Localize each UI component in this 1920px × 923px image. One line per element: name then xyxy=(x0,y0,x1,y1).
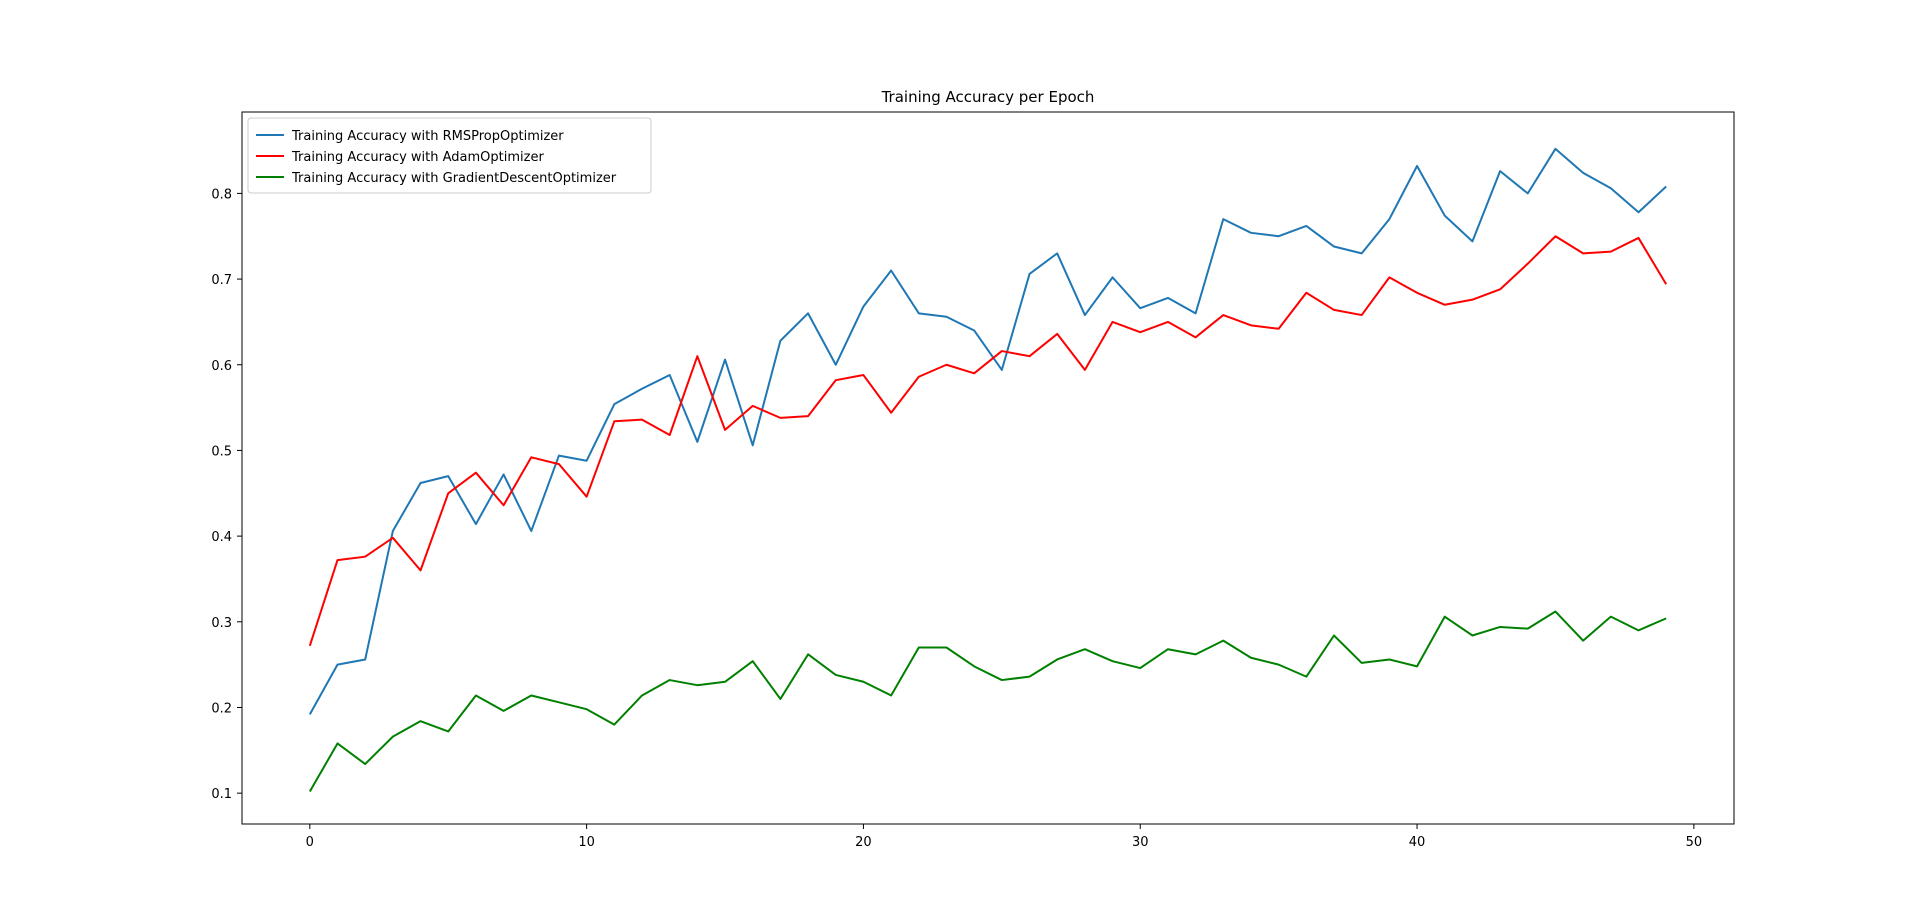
x-tick-label: 30 xyxy=(1132,835,1149,850)
series-layer xyxy=(308,147,1668,792)
y-tick-label: 0.8 xyxy=(211,187,232,202)
x-tick-label: 0 xyxy=(306,835,314,850)
y-tick-label: 0.3 xyxy=(211,616,232,631)
chart-title: Training Accuracy per Epoch xyxy=(881,88,1095,106)
legend-label-0: Training Accuracy with RMSPropOptimizer xyxy=(291,129,564,144)
series-line-1 xyxy=(308,235,1668,647)
y-tick-label: 0.1 xyxy=(211,787,232,802)
y-tick-label: 0.4 xyxy=(211,530,232,545)
x-tick-label: 20 xyxy=(855,835,872,850)
legend: Training Accuracy with RMSPropOptimizer T… xyxy=(247,117,652,194)
y-axis: 0.1 0.2 0.3 0.4 0.5 0.6 0.7 0.8 xyxy=(211,187,242,802)
legend-label-1: Training Accuracy with AdamOptimizer xyxy=(291,150,544,165)
legend-label-2: Training Accuracy with GradientDescentOp… xyxy=(291,171,617,186)
y-tick-label: 0.7 xyxy=(211,273,232,288)
plot-frame xyxy=(241,111,1735,825)
y-tick-label: 0.2 xyxy=(211,701,232,716)
x-tick-label: 50 xyxy=(1686,835,1703,850)
series-line-0 xyxy=(308,147,1667,715)
y-tick-label: 0.5 xyxy=(211,444,232,459)
x-tick-label: 40 xyxy=(1409,835,1426,850)
legend-frame xyxy=(247,117,652,194)
series-line-2 xyxy=(308,610,1667,792)
y-tick-label: 0.6 xyxy=(211,359,232,374)
x-tick-label: 10 xyxy=(578,835,595,850)
x-axis: 0 10 20 30 40 50 xyxy=(306,824,1702,850)
